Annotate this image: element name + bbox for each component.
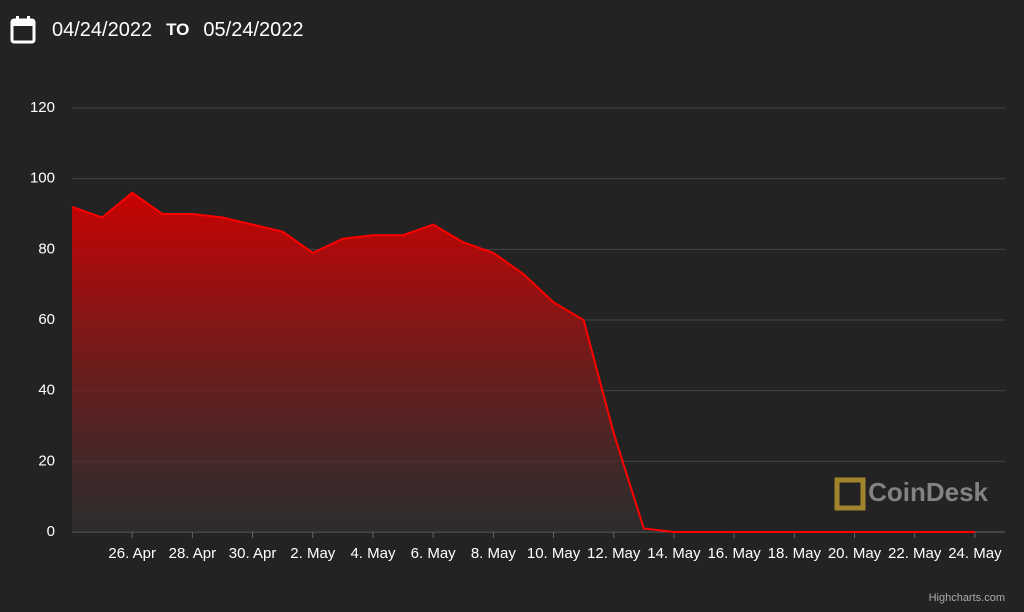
y-tick-label: 20 — [38, 452, 55, 469]
x-tick-label: 24. May — [948, 545, 1002, 562]
x-tick-label: 26. Apr — [108, 545, 156, 562]
x-tick-label: 14. May — [647, 545, 701, 562]
x-tick-label: 12. May — [587, 545, 641, 562]
x-tick-label: 20. May — [828, 545, 882, 562]
x-tick-label: 30. Apr — [229, 545, 277, 562]
x-tick-label: 2. May — [290, 545, 336, 562]
x-tick-label: 16. May — [707, 545, 761, 562]
area-line — [71, 191, 975, 533]
x-tick-label: 10. May — [527, 545, 581, 562]
to-label: TO — [166, 20, 190, 39]
y-tick-label: 40 — [38, 382, 55, 399]
x-tick-label: 28. Apr — [169, 545, 217, 562]
x-tick-label: 6. May — [411, 545, 457, 562]
watermark-logo — [834, 477, 866, 511]
x-tick-label: 18. May — [768, 545, 822, 562]
y-tick-label: 120 — [30, 99, 55, 116]
area-fill — [72, 192, 975, 533]
date-to[interactable]: 05/24/2022 — [203, 18, 304, 41]
date-from[interactable]: 04/24/2022 — [52, 18, 153, 41]
watermark: CoinDesk — [868, 477, 988, 507]
x-tick-label: 4. May — [350, 545, 396, 562]
date-range: 04/24/2022 TO 05/24/2022 — [10, 14, 304, 46]
x-tick-label: 8. May — [471, 545, 517, 562]
y-tick-label: 60 — [38, 311, 55, 328]
credit: Highcharts.com — [929, 592, 1005, 604]
x-tick-label: 22. May — [888, 545, 942, 562]
y-tick-label: 80 — [38, 240, 55, 257]
y-tick-label: 100 — [30, 170, 55, 187]
calendar-icon[interactable] — [10, 15, 38, 45]
y-tick-label: 0 — [47, 523, 55, 540]
